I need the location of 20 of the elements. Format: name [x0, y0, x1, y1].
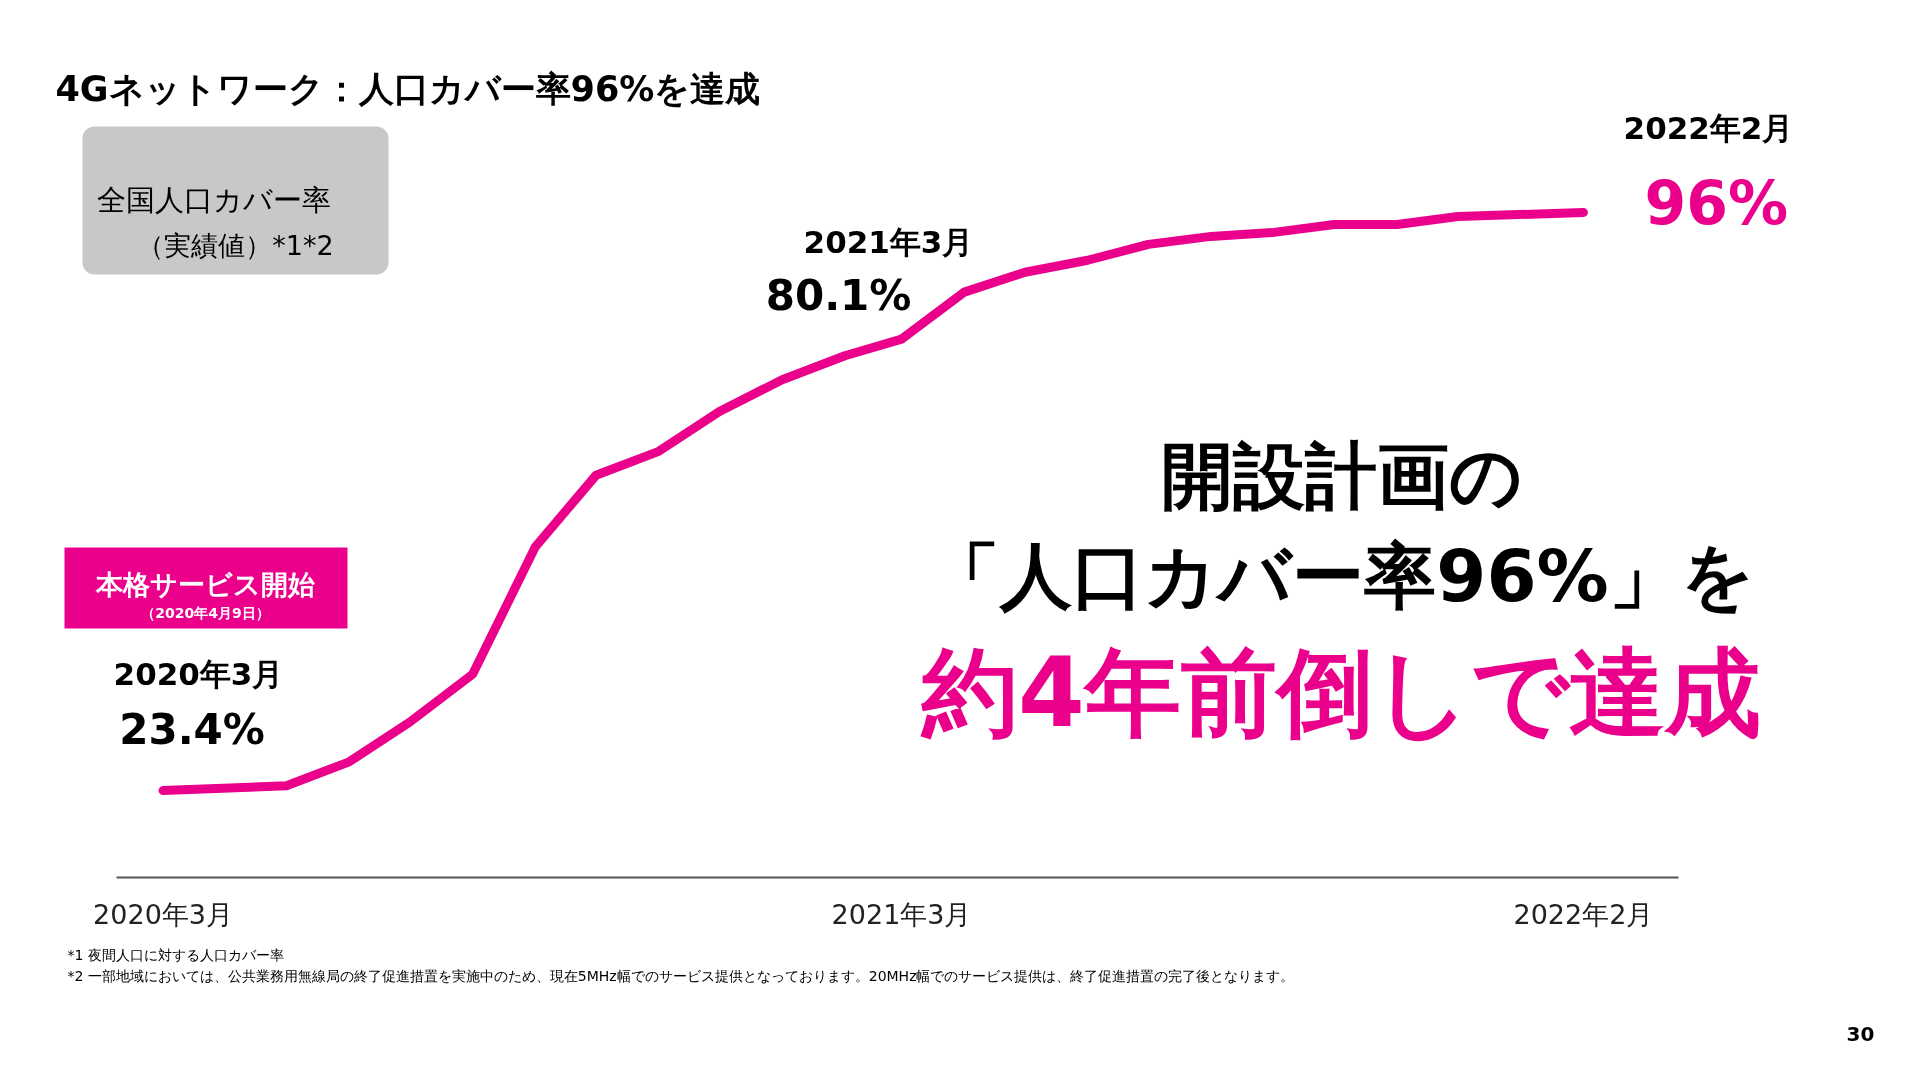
data-label: 80.1%	[765, 270, 912, 320]
annotation: 本格サービス開始	[95, 569, 315, 600]
text: 2022年2月	[1623, 109, 1794, 146]
annotation: 2021年3月	[803, 223, 974, 260]
annotation: （実績値）*1*2	[137, 230, 334, 261]
annotation: 2020年3月	[113, 655, 284, 692]
annotation: 開設計画の	[1160, 433, 1523, 518]
text: 30	[1846, 1021, 1875, 1046]
x-tick-label: 2020年3月	[93, 899, 233, 930]
x-tick-label: 2022年2月	[1513, 899, 1654, 930]
data-label: 96%	[1644, 167, 1789, 238]
data-label: 23.4%	[119, 705, 265, 754]
annotation: 全国人口カバー率	[96, 182, 331, 217]
text: *1 夜間人口に対する人口カバー率	[67, 946, 284, 963]
text: *2 一部地域においては、公共業務用無線局の終了促進措置を実施中のため、現在5MHz幅でのサービス提供となっております。20MHz幅でのサービス提供は、終了促進措置の完了後となります。	[67, 967, 1295, 984]
chart-title: 4Gネットワーク：人口カバー率96%を達成	[55, 68, 761, 109]
annotation: （2020年4月9日）	[141, 604, 270, 621]
x-tick-label: 2021年3月	[831, 899, 972, 930]
annotation: 「人口カバー率96%」を	[928, 533, 1755, 618]
annotation: 約4年前倒しで達成	[920, 636, 1761, 749]
